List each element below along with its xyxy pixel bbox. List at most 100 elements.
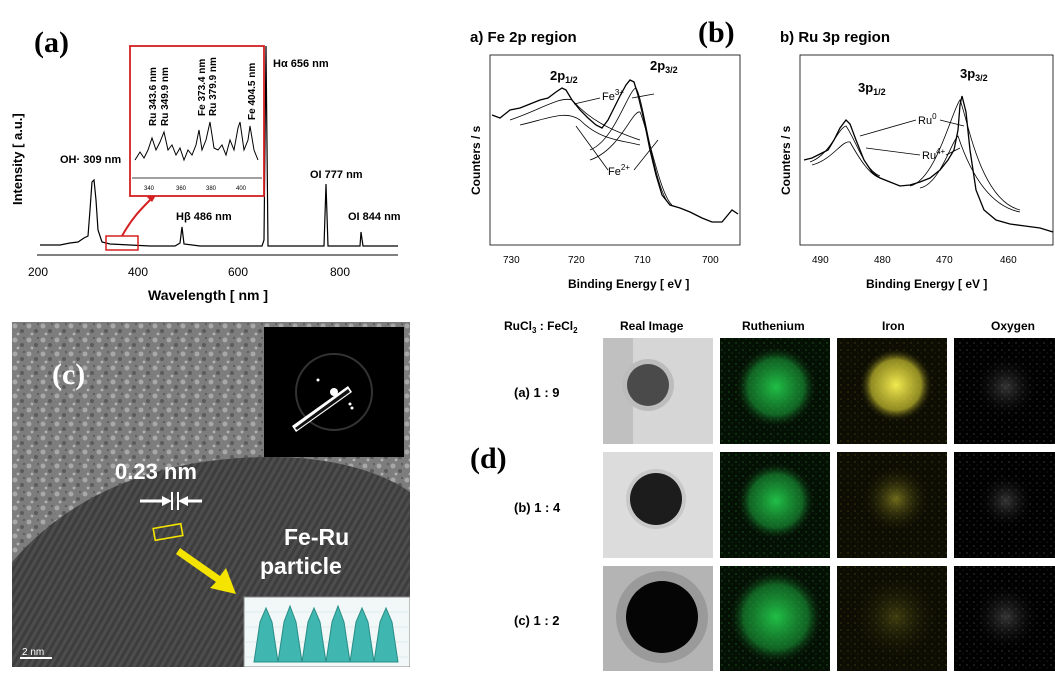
particle-core	[626, 581, 698, 653]
saed-spot	[316, 378, 320, 382]
fe-fit-curve	[589, 87, 671, 206]
fe-pointer-line	[633, 139, 659, 171]
panel-b-svg: (b) a) Fe 2p region Counters / s 730 720…	[469, 16, 1054, 291]
ru-pointer-line	[939, 119, 965, 127]
row-label: (b) 1 : 4	[514, 500, 561, 515]
panel-d-label: (d)	[470, 442, 507, 475]
panel-a-inset-label: Ru 379.9 nm	[208, 57, 219, 116]
ru-label-3p12: 3p1/2	[858, 80, 886, 97]
fe-xtick: 710	[634, 255, 651, 266]
panel-a-inset-trace	[134, 121, 259, 162]
column-header-real-image: Real Image	[620, 319, 684, 333]
panel-a-inset-tick: 360	[176, 186, 187, 192]
panel-a-peak-hbeta: Hβ 486 nm	[176, 211, 232, 223]
panel-a-inset-box	[129, 45, 265, 197]
panel-a-peak-o844: OI 844 nm	[348, 211, 401, 223]
ru-label-3p32: 3p3/2	[960, 66, 988, 83]
panel-a-inset-label: Fe 404.5 nm	[247, 63, 258, 120]
panel-a-inset-label: Ru 343.6 nm	[148, 67, 159, 126]
saed-ring	[295, 353, 373, 431]
panel-b-xps: (b) a) Fe 2p region Counters / s 730 720…	[440, 0, 1055, 320]
spacing-arrowhead	[162, 496, 172, 506]
iron-signal	[856, 577, 936, 657]
panel-b-label: (b)	[698, 16, 735, 49]
fe-ylabel: Counters / s	[469, 125, 483, 195]
fe-label-2p12: 2p1/2	[550, 68, 578, 85]
panel-d-svg: (d) RuCl3 : FeCl2 Real Image Ruthenium I…	[470, 319, 1055, 671]
row-label: (c) 1 : 2	[514, 613, 560, 628]
panel-a-xlabel: Wavelength [ nm ]	[148, 287, 268, 303]
oxygen-signal	[976, 471, 1036, 531]
beam-stop-inner	[295, 389, 350, 430]
column-header-iron: Iron	[882, 319, 905, 333]
ru-pointer-line	[865, 147, 921, 156]
yellow-direction-arrow	[176, 548, 236, 594]
ru-label-ru4: Ru4+	[922, 147, 946, 162]
column-header-oxygen: Oxygen	[991, 319, 1035, 333]
scale-bar-label: 2 nm	[22, 647, 44, 658]
panel-a-peak-halpha: Hα 656 nm	[273, 58, 329, 70]
ru-fit-curve	[909, 99, 1021, 211]
panel-a-zoom-arrow	[121, 195, 155, 237]
fe-pointer-line	[631, 93, 655, 99]
panel-a-xtick: 600	[228, 265, 248, 279]
panel-a-inset-tick: 340	[144, 186, 155, 192]
ru-pointer-line	[945, 147, 961, 156]
ru-xtick: 460	[1000, 255, 1017, 266]
ru-plot-frame	[799, 54, 1054, 246]
panel-a-label: (a)	[34, 26, 69, 59]
particle-core	[630, 473, 682, 525]
oxygen-signal	[970, 581, 1042, 653]
fe-pointer-line	[573, 97, 601, 105]
oxygen-signal	[972, 353, 1040, 421]
ru-pointer-line	[859, 119, 917, 137]
fe-xtick: 730	[503, 255, 520, 266]
ru-fit-curve	[811, 141, 881, 179]
ru-ylabel: Counters / s	[779, 125, 793, 195]
ruthenium-signal	[738, 463, 814, 539]
panel-a-peak-oh: OH· 309 nm	[60, 154, 121, 166]
particle-label-line1: Fe-Ru	[284, 524, 349, 550]
spacing-arrowhead	[178, 496, 188, 506]
panel-a-ylabel: Intensity [ a.u.]	[10, 113, 25, 205]
fe-fit-curve	[509, 98, 641, 141]
panel-a-inset-tick: 400	[236, 186, 247, 192]
saed-spot	[348, 402, 352, 406]
panel-a-xtick: 400	[128, 265, 148, 279]
panel-a-inset-tick: 380	[206, 186, 217, 192]
panel-a-spectrum-trace	[40, 45, 398, 247]
panel-c-hrtem-image: (c) 0.23 nm Fe-Ru particle 2 nm	[12, 322, 411, 668]
ruthenium-signal	[730, 571, 822, 663]
panel-a-zoom-region	[105, 235, 139, 251]
fe-xtick: 700	[702, 255, 719, 266]
iron-signal	[864, 467, 928, 531]
panel-a-emission-spectrum: (a) Intensity [ a.u.] Wavelength [ nm ] …	[0, 0, 440, 320]
panel-a-inset-label: Fe 373.4 nm	[197, 59, 208, 116]
column-header-ruthenium: Ruthenium	[742, 319, 805, 333]
ru-fit-curve	[919, 135, 1021, 213]
panel-a-xtick: 200	[28, 265, 48, 279]
fe-fit-curve	[519, 114, 641, 146]
lattice-spacing-label: 0.23 nm	[115, 459, 197, 484]
fe-xtick: 720	[568, 255, 585, 266]
fe-label-fe2: Fe2+	[608, 163, 630, 178]
panel-d-eds-mapping: (d) RuCl3 : FeCl2 Real Image Ruthenium I…	[440, 305, 1055, 671]
iron-signal	[860, 349, 932, 421]
particle-label-line2: particle	[260, 553, 342, 579]
saed-center-spot	[330, 388, 338, 396]
ru-xtick: 480	[874, 255, 891, 266]
panel-a-peak-o777: OI 777 nm	[310, 169, 363, 181]
ru-fit-curve	[809, 125, 881, 177]
fe-label-2p32: 2p3/2	[650, 58, 678, 75]
panel-c-svg: (c) 0.23 nm Fe-Ru particle 2 nm	[12, 322, 411, 668]
ru-region-title: b) Ru 3p region	[780, 29, 890, 46]
particle-core	[627, 364, 669, 406]
panel-a-xtick: 800	[330, 265, 350, 279]
saed-spot	[350, 406, 354, 410]
fe-plot-frame	[489, 54, 741, 246]
row-label: (a) 1 : 9	[514, 385, 560, 400]
ru-xtick: 490	[812, 255, 829, 266]
fe-pointer-line	[575, 125, 609, 171]
panel-a-inset-label: Ru 349.9 nm	[160, 67, 171, 126]
ru-spectrum	[803, 95, 1054, 233]
